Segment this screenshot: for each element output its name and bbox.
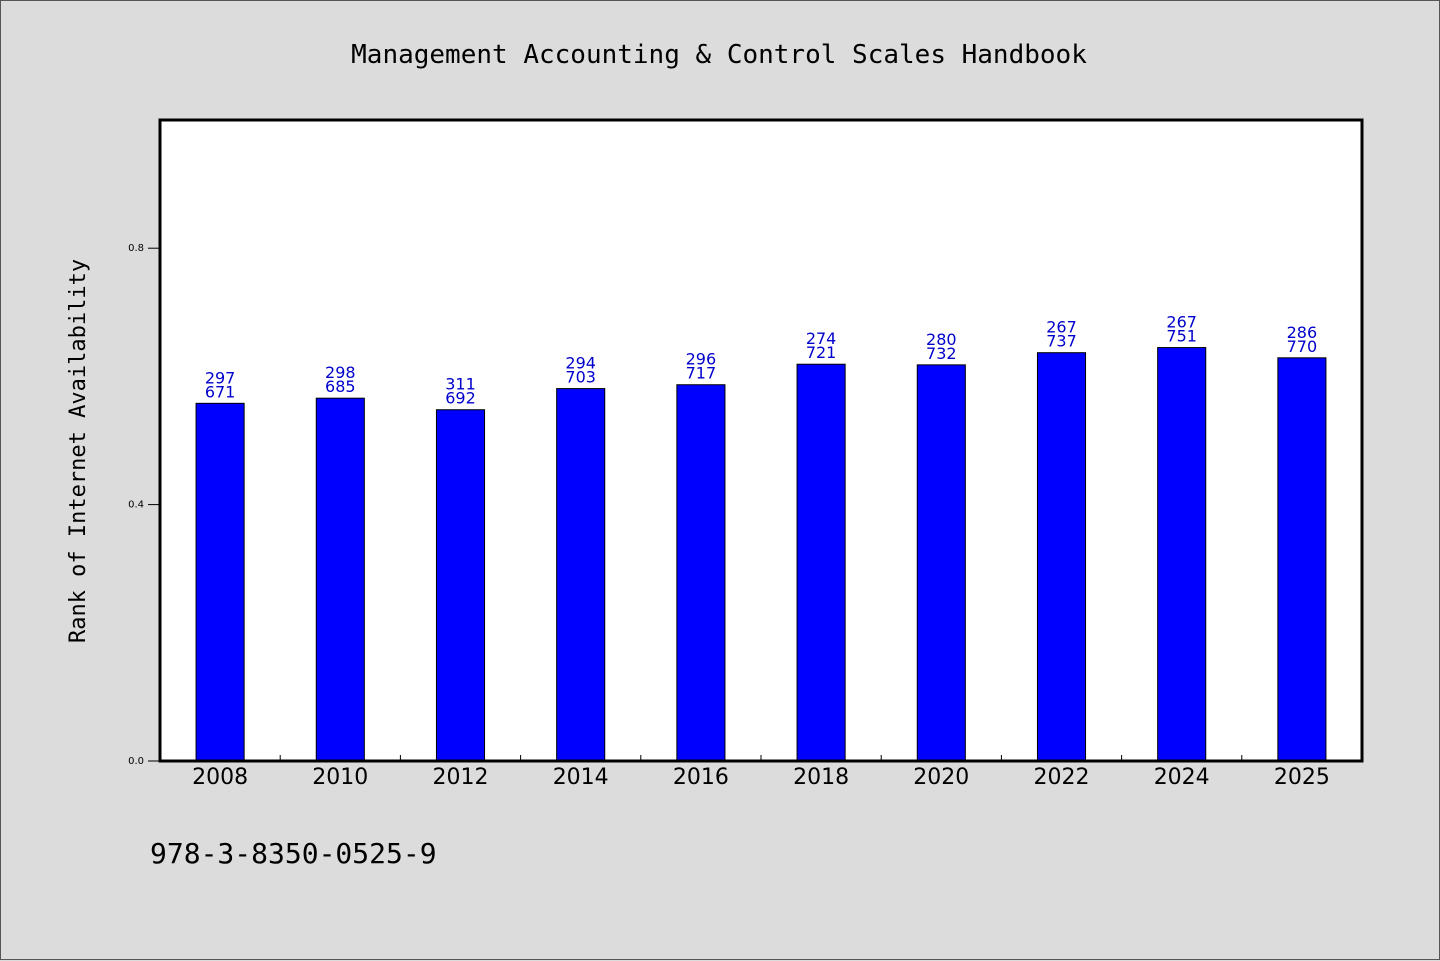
bar-value-label: 286: [1287, 323, 1318, 342]
bar-value-label: 703: [565, 368, 596, 387]
bar-value-label: 294: [565, 354, 596, 373]
y-axis-ticks: 0.0 0.4 0.8: [128, 243, 160, 767]
x-tick-label: 2014: [553, 765, 609, 790]
bar-value-label: 296: [686, 350, 717, 369]
chart-title: Management Accounting & Control Scales H…: [351, 40, 1087, 70]
bar-value-label: 267: [1046, 318, 1077, 337]
bar-value-label: 297: [205, 368, 236, 387]
x-tick-label: 2010: [312, 765, 368, 790]
bar-value-label: 692: [445, 389, 476, 408]
isbn-text: 978-3-8350-0525-9: [150, 837, 437, 870]
bar: [1277, 357, 1327, 762]
y-tick-label: 0.0: [128, 756, 144, 767]
bar-value-label: 685: [325, 377, 356, 396]
bar-value-label: 717: [686, 364, 717, 383]
x-tick-label: 2016: [673, 765, 729, 790]
y-tick-label: 0.8: [128, 243, 144, 254]
bar: [315, 397, 365, 762]
bar: [1157, 347, 1207, 762]
x-tick-label: 2024: [1154, 765, 1210, 790]
bar-value-label: 267: [1166, 313, 1197, 332]
bar-value-label: 751: [1166, 327, 1197, 346]
bar-value-label: 298: [325, 363, 356, 382]
bar-value-label: 721: [806, 343, 837, 362]
bar-value-label: 770: [1287, 337, 1318, 356]
bar: [556, 388, 606, 762]
bar: [796, 363, 846, 762]
bar-value-label: 671: [205, 382, 236, 401]
bar-value-label: 732: [926, 344, 957, 363]
bars-group: [195, 347, 1327, 762]
bar-value-label: 311: [445, 375, 476, 394]
x-tick-label: 2012: [433, 765, 489, 790]
plot-frame: [158, 118, 1364, 763]
bar: [676, 384, 726, 762]
bar: [195, 402, 245, 762]
y-tick-label: 0.4: [128, 500, 144, 511]
bar: [1036, 352, 1087, 762]
x-tick-label: 2025: [1274, 765, 1330, 790]
x-tick-label: 2018: [793, 765, 849, 790]
bar: [435, 409, 486, 762]
bar-value-label: 280: [926, 330, 957, 349]
bar-value-label: 737: [1046, 332, 1077, 351]
x-axis-ticks: 2008 2010 2012 2014 2016 2018 2020 2022 2024 2025: [192, 755, 1330, 790]
x-tick-label: 2008: [192, 765, 248, 790]
bar-value-label: 274: [806, 329, 837, 348]
x-tick-label: 2020: [913, 765, 969, 790]
x-tick-label: 2022: [1034, 765, 1090, 790]
bar: [916, 364, 966, 762]
y-axis-label: Rank of Internet Availability: [66, 259, 91, 643]
